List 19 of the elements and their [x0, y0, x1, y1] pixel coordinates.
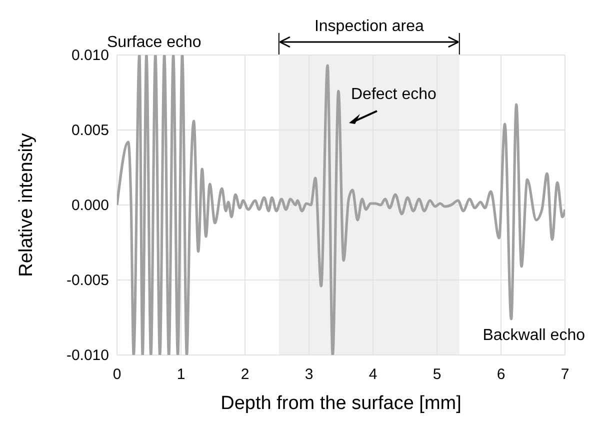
- y-tick-label: 0.005: [71, 122, 109, 139]
- y-tick-label: -0.010: [66, 347, 109, 364]
- x-tick-label: 0: [112, 366, 122, 383]
- x-axis-title: Depth from the surface [mm]: [220, 393, 462, 414]
- text: Surface echo: [107, 34, 202, 51]
- x-tick-label: 5: [432, 366, 442, 383]
- annotation: Defect echo: [351, 86, 436, 103]
- x-tick-label: 3: [304, 366, 314, 383]
- annotation: Backwall echo: [482, 327, 586, 344]
- x-tick-label: 7: [560, 366, 570, 383]
- y-tick-label: -0.005: [66, 272, 109, 289]
- y-axis-title: Relative intensity: [16, 132, 37, 277]
- x-tick-label: 2: [240, 366, 250, 383]
- y-tick-label: 0.010: [71, 47, 109, 64]
- x-tick-label: 1: [176, 366, 186, 383]
- x-tick-label: 4: [368, 366, 378, 383]
- band-label: Inspection area: [314, 18, 424, 35]
- x-tick-label: 6: [496, 366, 506, 383]
- y-tick-label: 0.000: [71, 197, 109, 214]
